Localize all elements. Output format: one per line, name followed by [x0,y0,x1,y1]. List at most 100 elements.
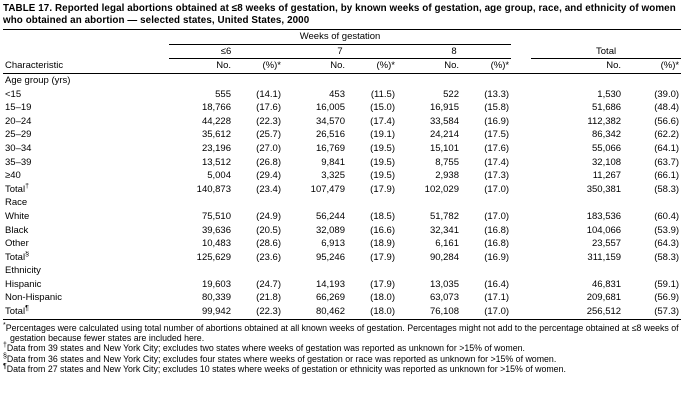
row-label: Non-Hispanic [5,292,63,304]
pct-cell: (26.8) [256,156,281,168]
row-label: 25–29 [5,129,32,141]
pct-cell: (18.9) [370,238,395,250]
row-label: Black [5,224,29,236]
pct-cell: (29.4) [256,170,281,182]
number-cell: 19,603 [201,278,231,290]
footnote: *Percentages were calculated using total… [3,321,679,344]
number-cell: 76,108 [397,305,461,320]
number-cell: 75,510 [201,210,231,222]
pct-cell: (11.5) [370,88,395,100]
gap-column [511,88,531,102]
table-row: Total§ 125,629 (23.6) 95,246 (17.9) 90,284 (16… [3,251,681,265]
row-label: Other [5,238,29,250]
pct-cell: (13.3) [484,88,510,100]
section-header-row: Ethnicity [3,264,681,278]
number-cell: 95,246 [315,251,345,263]
table-row: White 75,510 (24.9) 56,244 (18.5) 51,782 (17.0… [3,210,681,224]
number-cell: 256,512 [531,305,624,320]
row-label: 20–24 [5,115,32,127]
number-cell: 104,066 [586,224,622,236]
number-cell: 15,101 [429,142,459,154]
table-title: TABLE 17. Reported legal abortions obtai… [3,3,676,26]
number-cell: 80,462 [283,305,347,320]
number-cell: 80,339 [201,292,231,304]
table-row: Hispanic 19,603 (24.7) 14,193 (17.9) 13,035 (1… [3,278,681,292]
number-cell: 32,089 [315,224,345,236]
pct-cell: (16.9) [484,251,510,263]
number-cell: 23,196 [201,142,231,154]
pct-cell: (17.5) [484,129,510,141]
pct-cell: (27.0) [256,142,281,154]
pct-cell: (17.0) [484,183,510,195]
pct-cell: (18.0) [347,305,397,320]
pct-cell: (24.7) [256,278,281,290]
col-group-le6: ≤6 [169,44,283,60]
number-cell: 99,942 [169,305,233,320]
gap-column [511,237,531,251]
pct-cell: (48.4) [654,102,680,114]
abortions-table: Weeks of gestation ≤6 7 8 Total Characte… [3,29,682,320]
pct-cell: (19.5) [370,142,395,154]
section-header-row: Race [3,196,681,210]
pct-cell: (16.6) [370,224,395,236]
number-cell: 46,831 [592,278,622,290]
pct-cell: (19.5) [370,156,395,168]
pct-cell: (57.3) [623,305,682,320]
pct-cell: (17.9) [370,251,395,263]
pct-cell: (21.8) [256,292,281,304]
weeks-of-gestation-header: Weeks of gestation [169,29,512,45]
number-cell: 26,516 [315,129,345,141]
number-cell: 112,382 [587,115,622,127]
number-cell: 66,269 [315,292,345,304]
pct-cell: (18.5) [370,210,395,222]
pct-cell: (17.6) [256,102,281,114]
number-cell: 3,325 [321,170,345,182]
footnote: ¶Data from 27 states and New York City; … [3,363,566,375]
number-cell: 11,267 [592,170,622,182]
number-cell: 350,381 [586,183,622,195]
number-cell: 86,342 [592,129,622,141]
pct-header: (%)* [347,58,397,74]
no-header: No. [397,58,461,74]
pct-cell: (25.7) [256,129,281,141]
table-body: Age group (yrs) <15 555 (14.1) 453 (11.5) 522 (… [3,73,682,320]
pct-cell: (17.0) [484,210,510,222]
pct-cell: (56.9) [654,292,680,304]
pct-cell: (19.1) [370,129,395,141]
number-cell: 5,004 [207,170,231,182]
no-header: No. [283,58,347,74]
gap-column [511,251,531,265]
footnote: †Data from 39 states and New York City; … [3,342,525,354]
number-cell: 16,769 [315,142,345,154]
row-label: 15–19 [5,102,32,114]
number-cell: 555 [215,88,231,100]
pct-cell: (16.4) [484,278,510,290]
number-cell: 63,073 [429,292,459,304]
section-header: Age group (yrs) [5,74,71,86]
table-row: Total¶ 99,942 (22.3) 80,462 (18.0) 76,108 (17.… [3,305,682,320]
pct-cell: (60.4) [654,210,680,222]
pct-cell: (16.8) [484,224,510,236]
number-cell: 10,483 [201,238,231,250]
pct-header: (%)* [461,58,512,74]
pct-cell: (56.6) [654,115,680,127]
pct-cell: (59.1) [654,278,680,290]
col-group-total: Total [531,44,682,60]
row-label: ≥40 [5,170,21,182]
pct-cell: (17.6) [484,142,510,154]
row-label: Total¶ [3,305,169,320]
footnotes: *Percentages were calculated using total… [3,321,681,375]
number-cell: 183,536 [586,210,622,222]
table-row: Non-Hispanic 80,339 (21.8) 66,269 (18.0) 63,0… [3,291,681,305]
number-cell: 51,782 [429,210,459,222]
section-header: Race [5,197,28,209]
pct-cell: (22.3) [256,115,281,127]
pct-cell: (64.1) [654,142,680,154]
gap-column [511,278,531,292]
number-cell: 33,584 [429,115,459,127]
number-cell: 6,161 [435,238,459,250]
pct-cell: (20.5) [256,224,281,236]
pct-cell: (58.3) [654,251,680,263]
section-header-row: Age group (yrs) [3,73,681,87]
